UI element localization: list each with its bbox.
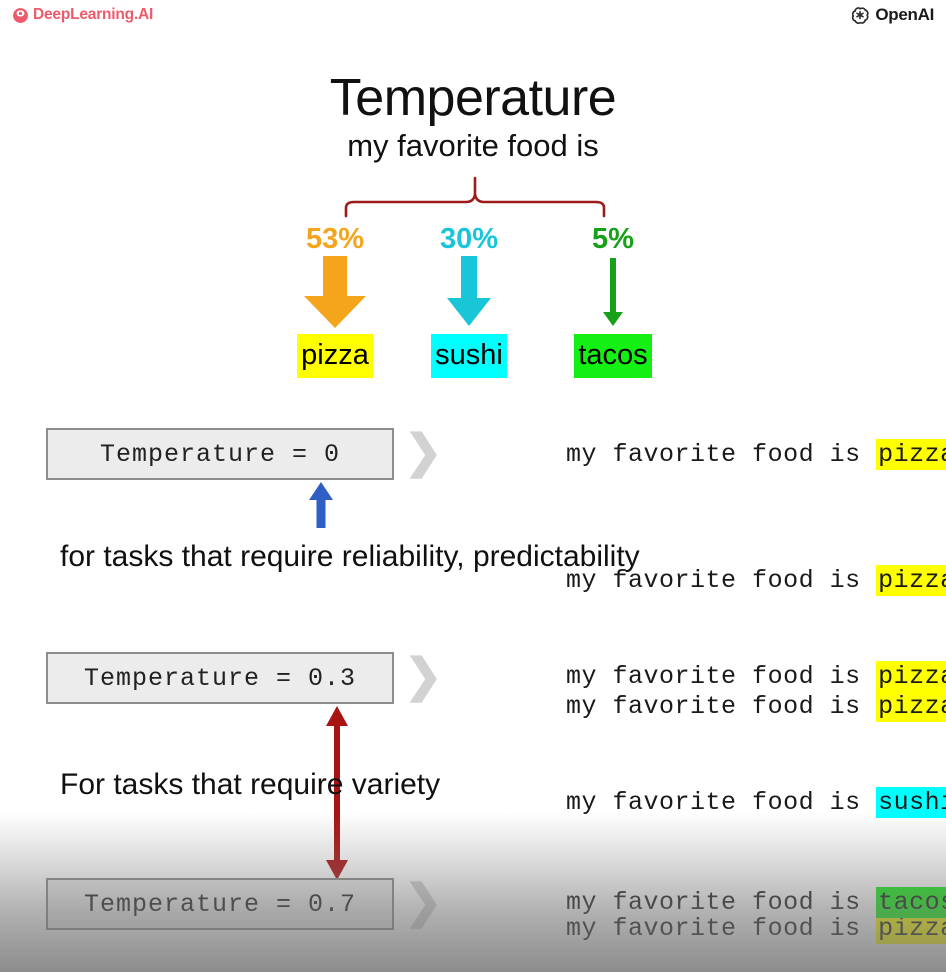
deeplearning-ai-mark-icon bbox=[12, 7, 29, 24]
openai-wordmark: OpenAI bbox=[875, 5, 934, 24]
chevron-right-icon-0: ❯ bbox=[404, 425, 443, 477]
completion-line: my favorite food is pizza bbox=[442, 614, 946, 740]
down-arrow-icon-sushi bbox=[394, 256, 544, 334]
deeplearning-ai-wordmark: DeepLearning.AI bbox=[33, 6, 154, 23]
token-probability-pizza: 53% bbox=[305, 223, 365, 255]
temperature-value-label-1: Temperature = 0.3 bbox=[83, 663, 357, 693]
temperature-value-label-2: Temperature = 0.7 bbox=[83, 889, 357, 919]
distribution-brace bbox=[330, 176, 620, 218]
completion-word: sushi bbox=[876, 787, 946, 818]
page-title: Temperature bbox=[329, 69, 617, 127]
completion-line: my favorite food is pizza bbox=[442, 392, 946, 518]
completion-word: pizza bbox=[876, 439, 946, 470]
caption-temperature-0-3: For tasks that require variety bbox=[60, 768, 441, 801]
completion-word: pizza bbox=[876, 565, 946, 596]
openai-logo: OpenAI bbox=[850, 5, 934, 25]
openai-mark-icon bbox=[850, 5, 870, 25]
up-arrow-icon-temperature-0 bbox=[304, 480, 338, 535]
caption-temperature-0: for tasks that require reliability, pred… bbox=[60, 540, 640, 573]
temperature-value-box-0[interactable]: Temperature = 0 bbox=[46, 428, 394, 480]
completion-prefix: my favorite food is bbox=[566, 662, 877, 691]
completion-prefix: my favorite food is bbox=[566, 788, 877, 817]
completion-word: pizza bbox=[876, 661, 946, 692]
deeplearning-ai-logo: DeepLearning.AI bbox=[12, 6, 153, 24]
token-chip-sushi: sushi bbox=[431, 334, 507, 378]
completions-list-0: my favorite food is pizza my favorite fo… bbox=[442, 392, 946, 770]
temperature-value-box-1[interactable]: Temperature = 0.3 bbox=[46, 652, 394, 704]
double-headed-arrow-icon-temperature-0-3 bbox=[320, 704, 354, 887]
token-column-sushi: 30% sushi bbox=[394, 222, 544, 378]
chevron-right-icon-1: ❯ bbox=[404, 649, 443, 701]
token-probability-sushi: 30% bbox=[439, 223, 499, 255]
completion-line: my favorite food is pizza bbox=[442, 518, 946, 644]
completion-prefix: my favorite food is bbox=[566, 566, 877, 595]
temperature-value-box-2[interactable]: Temperature = 0.7 bbox=[46, 878, 394, 930]
token-chip-pizza: pizza bbox=[297, 334, 373, 378]
completion-word: pizza bbox=[876, 691, 946, 722]
token-probability-tacos: 5% bbox=[592, 223, 634, 255]
completion-line: my favorite food is tacos bbox=[442, 840, 946, 966]
token-column-pizza: 53% pizza bbox=[260, 222, 410, 378]
completion-prefix: my favorite food is bbox=[566, 692, 877, 721]
completion-prefix: my favorite food is bbox=[566, 440, 877, 469]
token-column-tacos: 5% tacos bbox=[538, 222, 688, 378]
down-arrow-icon-pizza bbox=[260, 256, 410, 334]
down-arrow-icon-tacos bbox=[538, 256, 688, 334]
completion-line: my favorite food is pizza bbox=[442, 644, 946, 770]
temperature-value-label-0: Temperature = 0 bbox=[99, 439, 341, 469]
completions-list-2: my favorite food is tacos my favorite fo… bbox=[442, 840, 946, 972]
token-chip-tacos: tacos bbox=[574, 334, 652, 378]
prompt-subtitle: my favorite food is bbox=[347, 128, 599, 163]
completion-prefix: my favorite food is bbox=[566, 888, 877, 917]
chevron-right-icon-2: ❯ bbox=[404, 875, 443, 927]
completion-line: my favorite food is sushi bbox=[442, 966, 946, 972]
completion-word: tacos bbox=[876, 887, 946, 918]
